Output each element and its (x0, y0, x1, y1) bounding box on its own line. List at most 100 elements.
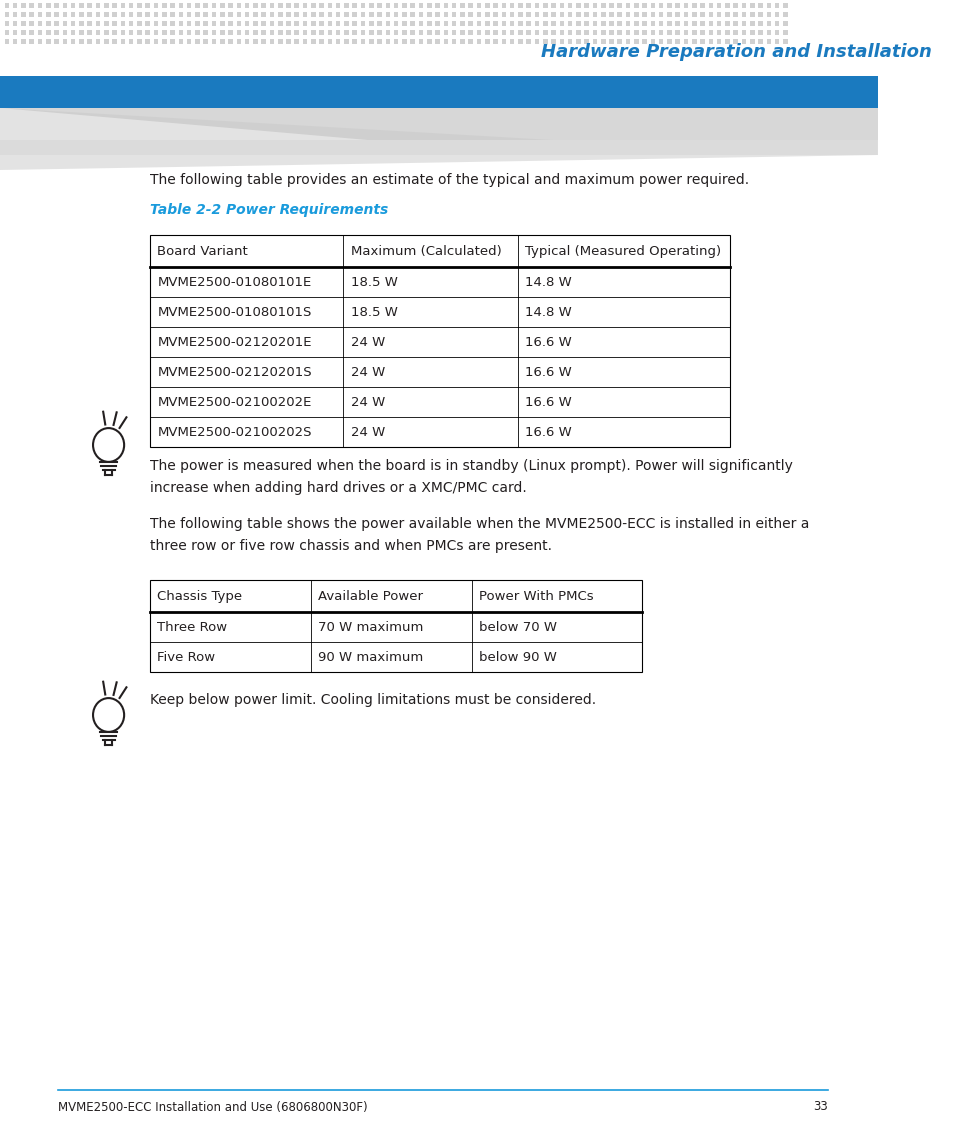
Bar (641, 30, 646, 35)
Bar (427, 11, 431, 17)
Bar (592, 30, 597, 35)
Bar (178, 11, 183, 17)
Bar (220, 30, 224, 35)
Bar (476, 39, 480, 44)
Bar (733, 11, 738, 17)
Bar (534, 30, 538, 35)
Bar (609, 3, 613, 8)
Bar (327, 30, 332, 35)
Text: Keep below power limit. Cooling limitations must be considered.: Keep below power limit. Cooling limitati… (150, 693, 596, 706)
Bar (394, 11, 398, 17)
Bar (551, 39, 556, 44)
Bar (459, 30, 464, 35)
Bar (344, 39, 349, 44)
Bar (675, 21, 679, 26)
Bar (749, 39, 754, 44)
Bar (708, 11, 713, 17)
Text: 18.5 W: 18.5 W (351, 306, 397, 318)
Bar (311, 39, 315, 44)
Bar (145, 30, 150, 35)
Text: 16.6 W: 16.6 W (525, 365, 572, 379)
Bar (104, 30, 109, 35)
Bar (493, 11, 497, 17)
Bar (567, 39, 572, 44)
Bar (517, 30, 522, 35)
Bar (476, 11, 480, 17)
Bar (187, 11, 192, 17)
Text: Three Row: Three Row (157, 621, 227, 633)
Bar (13, 30, 17, 35)
Bar (245, 3, 249, 8)
Bar (625, 30, 630, 35)
Bar (261, 3, 266, 8)
Bar (88, 3, 91, 8)
Bar (270, 30, 274, 35)
Bar (782, 3, 787, 8)
Bar (5, 39, 10, 44)
Bar (277, 3, 282, 8)
Bar (443, 3, 448, 8)
Bar (319, 21, 324, 26)
Bar (394, 30, 398, 35)
Bar (236, 3, 241, 8)
Bar (435, 39, 439, 44)
Text: below 90 W: below 90 W (479, 650, 557, 663)
Bar (104, 11, 109, 17)
Text: MVME2500-02120201S: MVME2500-02120201S (157, 365, 312, 379)
Bar (137, 3, 142, 8)
Bar (402, 11, 406, 17)
Bar (459, 3, 464, 8)
Bar (245, 11, 249, 17)
Bar (551, 21, 556, 26)
Bar (484, 39, 489, 44)
Bar (54, 39, 59, 44)
Bar (410, 30, 415, 35)
Bar (576, 21, 580, 26)
Text: MVME2500-01080101E: MVME2500-01080101E (157, 276, 312, 289)
Bar (683, 11, 688, 17)
Bar (170, 21, 174, 26)
Bar (162, 39, 167, 44)
Bar (369, 21, 374, 26)
Bar (120, 39, 125, 44)
Bar (584, 11, 588, 17)
Bar (418, 21, 423, 26)
Bar (468, 39, 473, 44)
Bar (758, 11, 762, 17)
Text: The power is measured when the board is in standby (Linux prompt). Power will si: The power is measured when the board is … (150, 459, 792, 496)
Bar (129, 39, 133, 44)
Bar (683, 30, 688, 35)
Bar (452, 30, 456, 35)
Bar (270, 11, 274, 17)
Bar (675, 11, 679, 17)
Bar (758, 21, 762, 26)
Bar (534, 11, 538, 17)
Bar (733, 3, 738, 8)
Bar (526, 11, 531, 17)
Bar (63, 11, 67, 17)
Bar (178, 39, 183, 44)
Bar (700, 3, 704, 8)
Bar (120, 11, 125, 17)
Bar (79, 39, 84, 44)
Bar (88, 30, 91, 35)
Bar (410, 21, 415, 26)
Bar (634, 11, 638, 17)
Bar (228, 3, 233, 8)
Bar (493, 21, 497, 26)
Bar (617, 11, 621, 17)
Bar (319, 11, 324, 17)
Bar (63, 30, 67, 35)
Bar (766, 30, 770, 35)
Bar (484, 21, 489, 26)
Bar (600, 11, 605, 17)
Bar (212, 21, 216, 26)
Bar (286, 39, 291, 44)
Bar (659, 3, 662, 8)
Bar (526, 3, 531, 8)
Bar (501, 30, 506, 35)
Bar (112, 21, 117, 26)
Bar (187, 3, 192, 8)
Bar (675, 3, 679, 8)
Bar (38, 11, 42, 17)
